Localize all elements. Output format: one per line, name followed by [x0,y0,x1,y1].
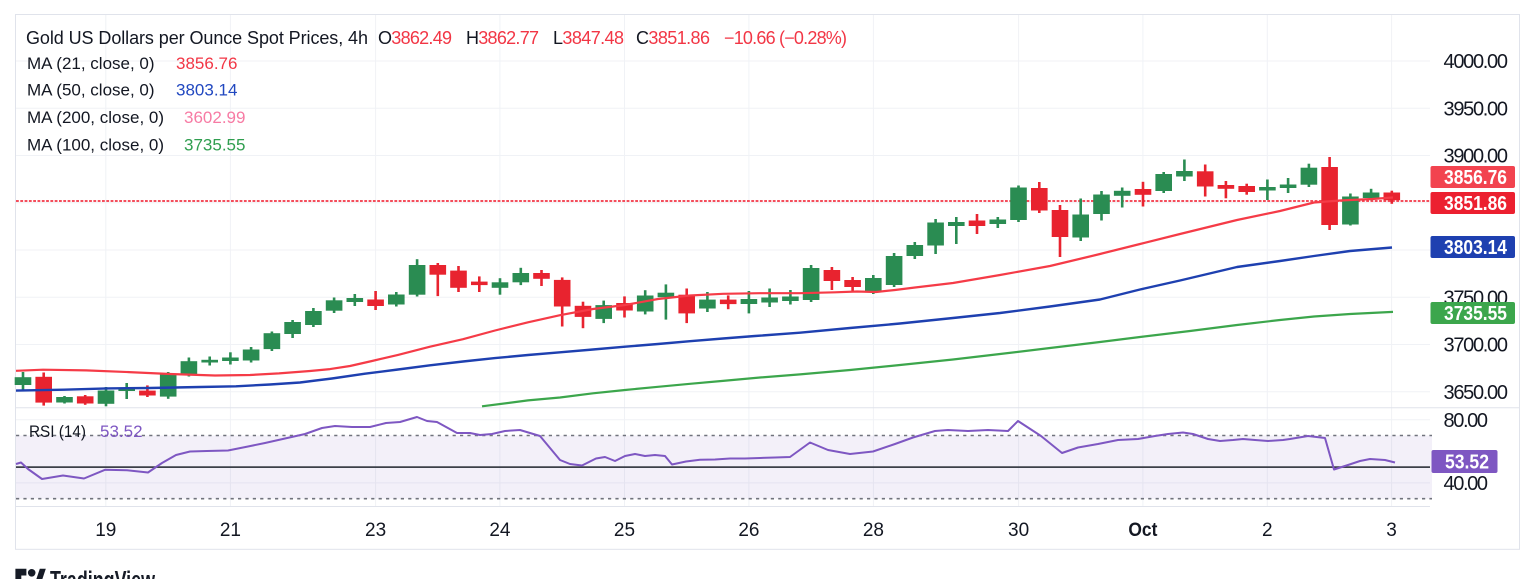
svg-text:23: 23 [365,520,386,541]
svg-text:28: 28 [863,520,884,541]
svg-text:Gold US Dollars per Ounce Spot: Gold US Dollars per Ounce Spot Prices, 4… [26,28,368,48]
svg-text:3735.55: 3735.55 [184,136,245,155]
svg-text:3856.76: 3856.76 [1444,167,1507,189]
svg-text:MA (50, close, 0): MA (50, close, 0) [27,80,155,99]
svg-text:O3862.49: O3862.49 [378,28,452,48]
svg-text:80.00: 80.00 [1444,410,1489,432]
svg-text:−10.66 (−0.28%): −10.66 (−0.28%) [724,28,847,48]
svg-text:3602.99: 3602.99 [184,108,245,127]
svg-text:3803.14: 3803.14 [1444,237,1508,259]
svg-text:Oct: Oct [1128,520,1158,541]
svg-text:19: 19 [95,520,116,541]
svg-text:RSI (14): RSI (14) [29,422,86,441]
svg-text:4000.00: 4000.00 [1444,51,1509,73]
svg-text:H3862.77: H3862.77 [466,28,539,48]
svg-text:53.52: 53.52 [1445,452,1489,474]
svg-text:3851.86: 3851.86 [1444,193,1507,215]
svg-text:MA (21, close, 0): MA (21, close, 0) [27,54,155,73]
svg-text:40.00: 40.00 [1444,473,1489,495]
svg-text:26: 26 [738,520,759,541]
svg-text:MA (100, close, 0): MA (100, close, 0) [27,136,164,155]
svg-text:2: 2 [1262,520,1273,541]
svg-text:3700.00: 3700.00 [1444,335,1509,357]
svg-text:3856.76: 3856.76 [176,54,237,73]
svg-text:3950.00: 3950.00 [1444,99,1509,121]
svg-text:25: 25 [614,520,635,541]
svg-text:TradingView: TradingView [50,567,155,579]
svg-text:3735.55: 3735.55 [1444,303,1507,325]
svg-text:24: 24 [489,520,511,541]
svg-text:C3851.86: C3851.86 [636,28,710,48]
svg-text:L3847.48: L3847.48 [553,28,624,48]
svg-text:3: 3 [1386,520,1397,541]
svg-text:3900.00: 3900.00 [1444,146,1509,168]
svg-text:21: 21 [220,520,241,541]
svg-text:3803.14: 3803.14 [176,80,237,99]
svg-text:53.52: 53.52 [100,422,143,441]
svg-text:30: 30 [1008,520,1029,541]
svg-text:3650.00: 3650.00 [1444,382,1509,404]
svg-text:MA (200, close, 0): MA (200, close, 0) [27,108,164,127]
